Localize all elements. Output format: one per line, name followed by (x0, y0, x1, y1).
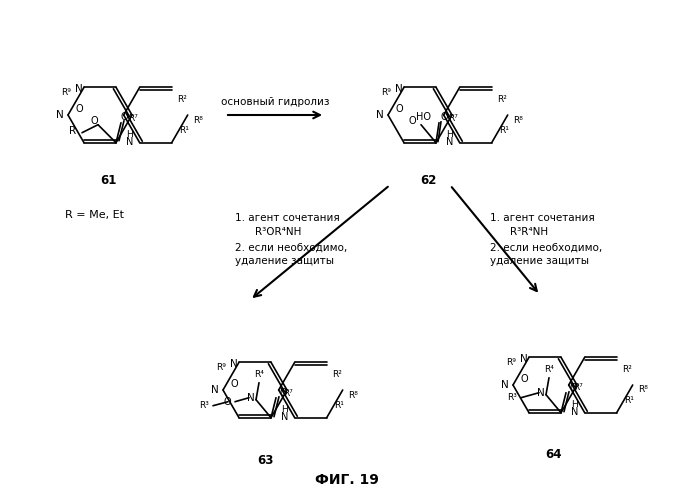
Text: N: N (537, 388, 545, 398)
Text: O: O (395, 104, 403, 114)
Text: 61: 61 (100, 174, 116, 187)
Text: 1. агент сочетания: 1. агент сочетания (235, 213, 340, 223)
Text: 62: 62 (420, 174, 436, 187)
Text: R¹: R¹ (179, 126, 188, 135)
Text: 2. если необходимо,: 2. если необходимо, (490, 243, 603, 253)
Text: R⁷: R⁷ (128, 113, 138, 122)
Text: O: O (440, 112, 448, 122)
Text: R²: R² (622, 365, 632, 374)
Text: N: N (56, 110, 64, 120)
Text: R = Me, Et: R = Me, Et (65, 210, 124, 220)
Text: R⁸: R⁸ (348, 391, 358, 400)
Text: N: N (376, 110, 384, 120)
Text: O: O (569, 383, 577, 393)
Text: R⁹: R⁹ (61, 88, 71, 97)
Text: 64: 64 (545, 449, 562, 462)
Text: O: O (409, 116, 416, 126)
Text: HO: HO (416, 112, 431, 122)
Text: R¹: R¹ (623, 396, 634, 405)
Text: N: N (571, 407, 578, 417)
Text: R³OR⁴NH: R³OR⁴NH (255, 227, 302, 237)
Text: R⁹: R⁹ (381, 88, 391, 97)
Text: ФИГ. 19: ФИГ. 19 (315, 473, 379, 487)
Text: 2. если необходимо,: 2. если необходимо, (235, 243, 348, 253)
Text: H: H (281, 405, 288, 414)
Text: N: N (75, 84, 83, 94)
Text: R⁴: R⁴ (254, 370, 264, 379)
Text: R⁹: R⁹ (216, 363, 226, 372)
Text: N: N (446, 137, 454, 147)
Text: O: O (90, 116, 98, 126)
Text: 63: 63 (257, 454, 273, 467)
Text: R²: R² (177, 95, 187, 104)
Text: R⁸: R⁸ (638, 386, 648, 395)
Text: R⁹: R⁹ (506, 358, 516, 367)
Text: R²: R² (497, 95, 507, 104)
Text: O: O (75, 104, 83, 114)
Text: N: N (520, 354, 528, 364)
Text: R⁸: R⁸ (513, 115, 523, 124)
Text: R⁷: R⁷ (573, 384, 583, 393)
Text: O: O (120, 112, 128, 122)
Text: H: H (446, 130, 453, 139)
Text: R⁴: R⁴ (544, 365, 554, 374)
Text: N: N (230, 359, 238, 369)
Text: N: N (395, 84, 403, 94)
Text: R³: R³ (199, 401, 209, 410)
Text: O: O (520, 374, 528, 384)
Text: R⁷: R⁷ (448, 113, 458, 122)
Text: основный гидролиз: основный гидролиз (221, 97, 329, 107)
Text: H: H (126, 130, 133, 139)
Text: R³R⁴NH: R³R⁴NH (510, 227, 548, 237)
Text: удаление защиты: удаление защиты (235, 256, 334, 266)
Text: N: N (126, 137, 133, 147)
Text: R¹: R¹ (334, 401, 343, 410)
Text: O: O (223, 397, 231, 407)
Text: R¹: R¹ (499, 126, 509, 135)
Text: H: H (571, 400, 578, 409)
Text: 1. агент сочетания: 1. агент сочетания (490, 213, 595, 223)
Text: N: N (211, 385, 219, 395)
Text: N: N (247, 393, 255, 403)
Text: R⁷: R⁷ (283, 389, 293, 398)
Text: N: N (501, 380, 509, 390)
Text: удаление защиты: удаление защиты (490, 256, 589, 266)
Text: R⁸: R⁸ (193, 115, 203, 124)
Text: O: O (230, 379, 238, 389)
Text: O: O (279, 388, 287, 398)
Text: N: N (281, 412, 288, 422)
Text: R: R (69, 126, 76, 136)
Text: R²: R² (332, 370, 342, 379)
Text: R³: R³ (507, 393, 517, 402)
